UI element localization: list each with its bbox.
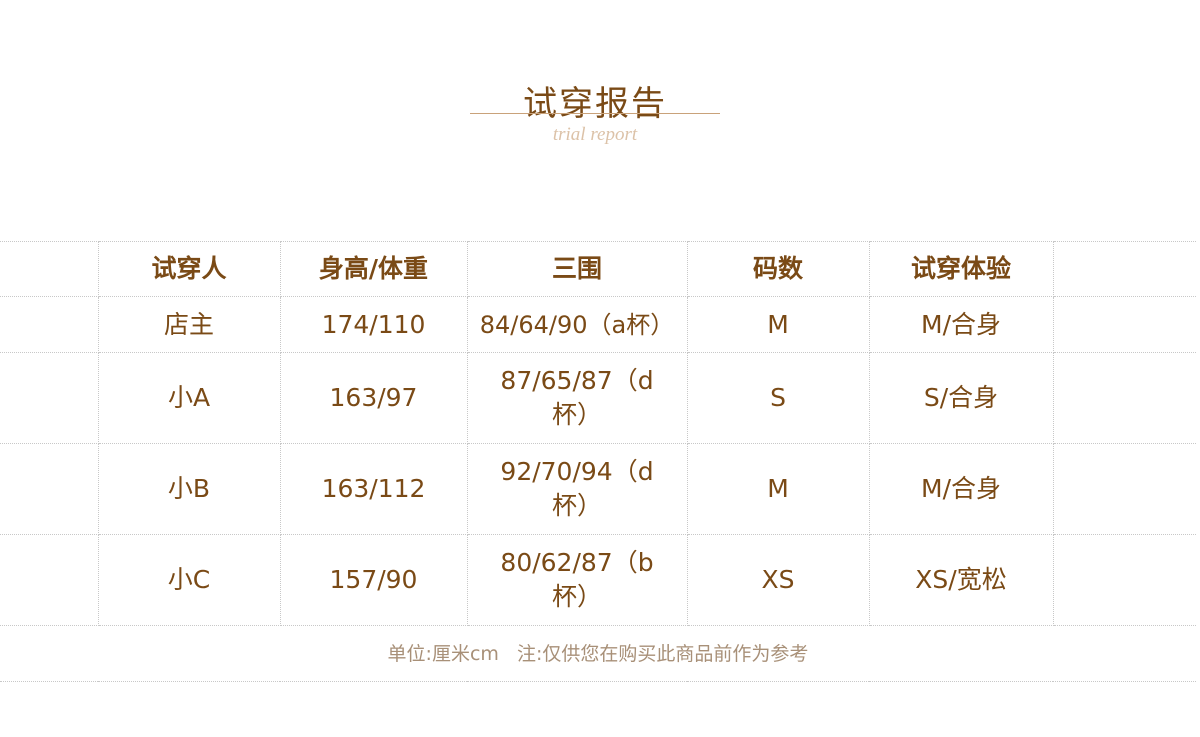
cell-height-weight: 174/110 bbox=[279, 296, 468, 353]
page-subtitle: trial report bbox=[552, 124, 638, 145]
cell-tester: 小B bbox=[97, 443, 281, 535]
trial-report-table: 试穿人 身高/体重 三围 码数 试穿体验 店主 174/110 84/64/90… bbox=[0, 241, 1196, 682]
cell-tester: 店主 bbox=[97, 296, 281, 353]
cell-measurements: 92/70/94（d杯） bbox=[466, 443, 688, 535]
cell-fit: M/合身 bbox=[868, 296, 1054, 353]
blank-cell bbox=[0, 534, 99, 626]
table-row: 小B 163/112 92/70/94（d杯） M M/合身 bbox=[0, 443, 1196, 535]
blank-cell bbox=[1052, 534, 1196, 626]
unit-note: 单位:厘米cm 注:仅供您在购买此商品前作为参考 bbox=[0, 625, 1196, 682]
cell-size: M bbox=[686, 296, 870, 353]
cell-fit: S/合身 bbox=[868, 352, 1054, 444]
page-title: 试穿报告 bbox=[523, 84, 667, 124]
cell-size: XS bbox=[686, 534, 870, 626]
table-row: 小C 157/90 80/62/87（b杯） XS XS/宽松 bbox=[0, 534, 1196, 626]
table-row: 小A 163/97 87/65/87（d杯） S S/合身 bbox=[0, 352, 1196, 444]
column-header: 试穿体验 bbox=[868, 241, 1054, 297]
cell-tester: 小A bbox=[97, 352, 281, 444]
column-header: 码数 bbox=[686, 241, 870, 297]
table-footer-row: 单位:厘米cm 注:仅供您在购买此商品前作为参考 bbox=[0, 625, 1196, 682]
blank-cell bbox=[1052, 241, 1196, 297]
cell-height-weight: 163/97 bbox=[279, 352, 468, 444]
blank-cell bbox=[1052, 352, 1196, 444]
table-header-row: 试穿人 身高/体重 三围 码数 试穿体验 bbox=[0, 241, 1196, 297]
cell-size: M bbox=[686, 443, 870, 535]
blank-cell bbox=[0, 241, 99, 297]
cell-height-weight: 163/112 bbox=[279, 443, 468, 535]
blank-cell bbox=[1052, 443, 1196, 535]
cell-size: S bbox=[686, 352, 870, 444]
cell-measurements: 80/62/87（b杯） bbox=[466, 534, 688, 626]
cell-tester: 小C bbox=[97, 534, 281, 626]
blank-cell bbox=[0, 352, 99, 444]
cell-height-weight: 157/90 bbox=[279, 534, 468, 626]
blank-cell bbox=[0, 443, 99, 535]
blank-cell bbox=[0, 296, 99, 353]
cell-fit: M/合身 bbox=[868, 443, 1054, 535]
cell-fit: XS/宽松 bbox=[868, 534, 1054, 626]
blank-cell bbox=[1052, 296, 1196, 353]
column-header: 身高/体重 bbox=[279, 241, 468, 297]
title-divider bbox=[470, 113, 720, 114]
column-header: 试穿人 bbox=[97, 241, 281, 297]
cell-measurements: 84/64/90（a杯） bbox=[466, 296, 688, 353]
cell-measurements: 87/65/87（d杯） bbox=[466, 352, 688, 444]
column-header: 三围 bbox=[466, 241, 688, 297]
table-row: 店主 174/110 84/64/90（a杯） M M/合身 bbox=[0, 296, 1196, 353]
